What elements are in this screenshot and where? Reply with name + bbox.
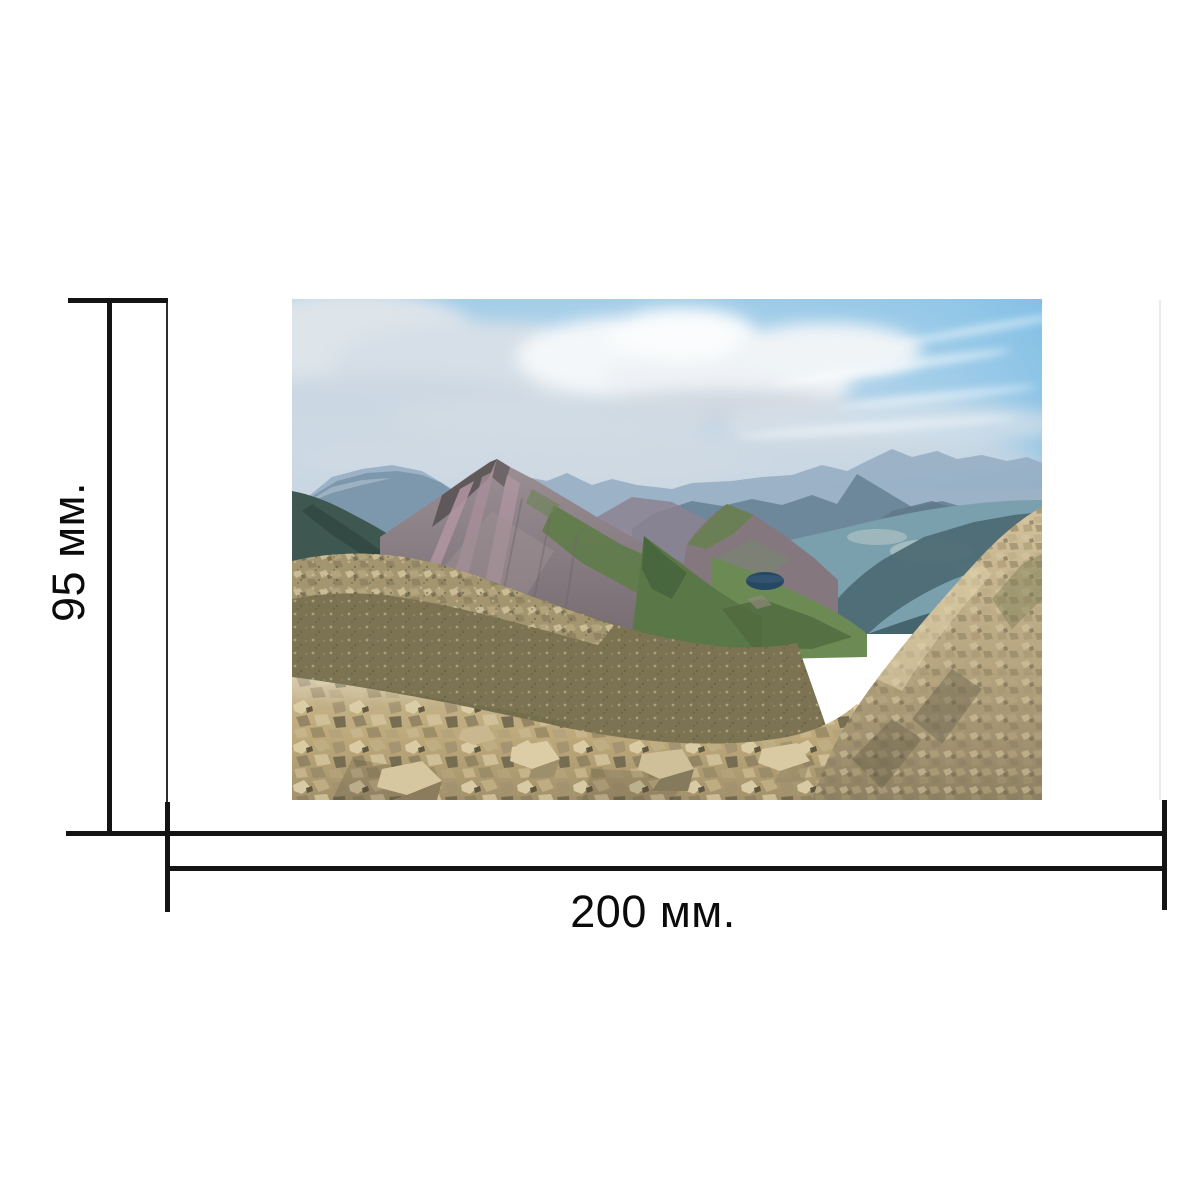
height-dimension-line [107, 298, 112, 836]
right-scree-mound [812, 507, 1042, 800]
boulder-field [292, 677, 929, 800]
mountain-landscape-photo [292, 299, 1042, 800]
cirrus-clouds [737, 312, 1042, 438]
card-bottom-line [66, 831, 1167, 836]
width-left-tick [165, 802, 170, 912]
width-right-tick [1162, 800, 1167, 910]
card-left-edge [166, 300, 168, 802]
green-valley [632, 536, 867, 659]
sky [292, 299, 1042, 529]
height-top-tick [68, 298, 168, 303]
height-dimension-label: 95 мм. [43, 482, 94, 622]
card-right-edge [1159, 300, 1161, 800]
width-dimension-label: 200 мм. [570, 886, 736, 937]
width-dimension-line [166, 866, 1166, 871]
